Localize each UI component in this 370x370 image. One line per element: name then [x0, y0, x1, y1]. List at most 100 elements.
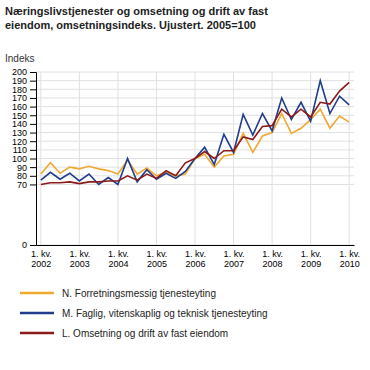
- y-tick-label: 80: [17, 171, 27, 181]
- x-tick-label-line: 1. kv.: [31, 249, 52, 259]
- y-tick-label: 130: [12, 128, 27, 138]
- x-grid-line: [117, 72, 118, 245]
- y-tick: 110: [13, 145, 36, 155]
- x-tick-label-line: 1. kv.: [185, 249, 206, 259]
- x-tick: 1. kv.2007: [224, 245, 245, 269]
- x-grid-line: [79, 72, 80, 245]
- x-tick-label: 1. kv.2008: [262, 249, 283, 269]
- x-tick-label-line: 1. kv.: [339, 249, 360, 259]
- legend-item: N. Forretningsmessig tjenesteyting: [20, 288, 216, 299]
- legend-item: L. Omsetning og drift av fast eiendom: [20, 328, 228, 339]
- x-grid-line: [349, 72, 350, 245]
- y-tick: 0: [22, 240, 36, 250]
- x-tick: 1. kv.2009: [301, 245, 322, 269]
- x-tick-label-line: 2009: [301, 259, 321, 269]
- x-grid-line: [40, 72, 41, 245]
- x-tick: 1. kv.2005: [147, 245, 168, 269]
- y-tick: 80: [17, 171, 36, 181]
- y-tick: 170: [12, 93, 36, 103]
- x-tick-label: 1. kv.2007: [224, 249, 245, 269]
- x-grid-line: [233, 72, 234, 245]
- x-tick: 1. kv.2002: [31, 245, 52, 269]
- x-tick-label-line: 2004: [108, 259, 128, 269]
- x-tick-label-line: 1. kv.: [301, 249, 322, 259]
- grid: [36, 72, 354, 245]
- x-tick: 1. kv.2010: [339, 245, 360, 269]
- lines: [41, 81, 349, 185]
- y-axis: 0 708090100110120130140150160170180190200: [12, 67, 37, 250]
- y-tick-mark: [30, 141, 36, 142]
- x-tick: 1. kv.2008: [262, 245, 283, 269]
- x-tick-label-line: 1. kv.: [69, 249, 90, 259]
- x-grid-line: [156, 72, 157, 245]
- y-tick-label: 0: [22, 240, 27, 250]
- x-tick-label-line: 1. kv.: [262, 249, 283, 259]
- y-tick: 140: [12, 119, 36, 129]
- y-tick: 200: [12, 67, 36, 77]
- x-axis: 1. kv.20021. kv.20031. kv.20041. kv.2005…: [31, 245, 360, 269]
- x-tick-label-line: 2008: [263, 259, 283, 269]
- y-tick-mark: [30, 133, 36, 134]
- y-tick-mark: [30, 72, 36, 73]
- x-tick-label-line: 1. kv.: [224, 249, 245, 259]
- y-tick-label: 70: [17, 180, 27, 190]
- y-tick-mark: [30, 167, 36, 168]
- x-tick-label: 1. kv.2010: [339, 249, 360, 269]
- x-tick: 1. kv.2003: [69, 245, 90, 269]
- legend-swatch: [20, 332, 54, 335]
- x-tick-label: 1. kv.2009: [301, 249, 322, 269]
- legend-label: N. Forretningsmessig tjenesteyting: [62, 288, 216, 299]
- x-tick-label-line: 2005: [147, 259, 167, 269]
- x-tick-label-line: 2006: [185, 259, 205, 269]
- y-tick-label: 190: [12, 76, 27, 86]
- y-tick: 190: [12, 76, 36, 86]
- plot: 1. kv.20021. kv.20031. kv.20041. kv.2005…: [12, 67, 360, 269]
- y-tick: 100: [12, 154, 36, 164]
- x-tick-label: 1. kv.2005: [147, 249, 168, 269]
- y-tick-label: 90: [17, 163, 27, 173]
- y-tick-label: 170: [12, 93, 27, 103]
- y-tick: 160: [12, 102, 36, 112]
- legend-label: M. Faglig, vitenskaplig og teknisk tjene…: [62, 308, 268, 319]
- legend-label: L. Omsetning og drift av fast eiendom: [62, 328, 228, 339]
- series-line: [41, 81, 349, 185]
- y-tick-mark: [30, 98, 36, 99]
- y-tick-label: 120: [12, 137, 27, 147]
- x-grid-line: [310, 72, 311, 245]
- x-tick-label: 1. kv.2002: [31, 249, 52, 269]
- y-tick: 180: [12, 85, 36, 95]
- x-tick-label-line: 2010: [340, 259, 360, 269]
- x-tick: 1. kv.2004: [108, 245, 129, 269]
- x-tick-label-line: 2003: [70, 259, 90, 269]
- y-tick: 150: [12, 111, 36, 121]
- y-tick-mark: [30, 176, 36, 177]
- x-axis-line: [37, 245, 355, 246]
- x-tick-label-line: 1. kv.: [147, 249, 168, 259]
- title: eiendom, omsetningsindeks. Ujustert. 200…: [5, 19, 256, 31]
- y-tick-mark: [30, 107, 36, 108]
- x-tick-label: 1. kv.2004: [108, 249, 129, 269]
- y-tick-label: 150: [12, 111, 27, 121]
- legend: N. Forretningsmessig tjenesteyting M. Fag…: [20, 288, 268, 339]
- title: Næringslivstjenester og omsetning og dri…: [5, 5, 268, 17]
- y-tick-mark: [30, 115, 36, 116]
- y-tick-label: 200: [12, 67, 27, 77]
- x-tick-label-line: 2002: [31, 259, 51, 269]
- y-tick: 90: [17, 163, 36, 173]
- y-tick-label: 140: [12, 119, 27, 129]
- series-line: [41, 82, 349, 184]
- y-tick: 130: [12, 128, 36, 138]
- y-tick-label: 100: [12, 154, 27, 164]
- x-tick-label-line: 1. kv.: [108, 249, 129, 259]
- y-tick-mark: [30, 150, 36, 151]
- x-tick-label: 1. kv.2006: [185, 249, 206, 269]
- y-tick-mark: [30, 184, 36, 185]
- x-tick-label: 1. kv.2003: [69, 249, 90, 269]
- x-tick-label-line: 2007: [224, 259, 244, 269]
- y-tick-mark: [30, 124, 36, 125]
- legend-swatch: [20, 312, 54, 315]
- chart: Næringslivstjenester og omsetning og dri…: [0, 0, 370, 370]
- y-tick-mark: [30, 81, 36, 82]
- x-tick: 1. kv.2006: [185, 245, 206, 269]
- x-grid-line: [272, 72, 273, 245]
